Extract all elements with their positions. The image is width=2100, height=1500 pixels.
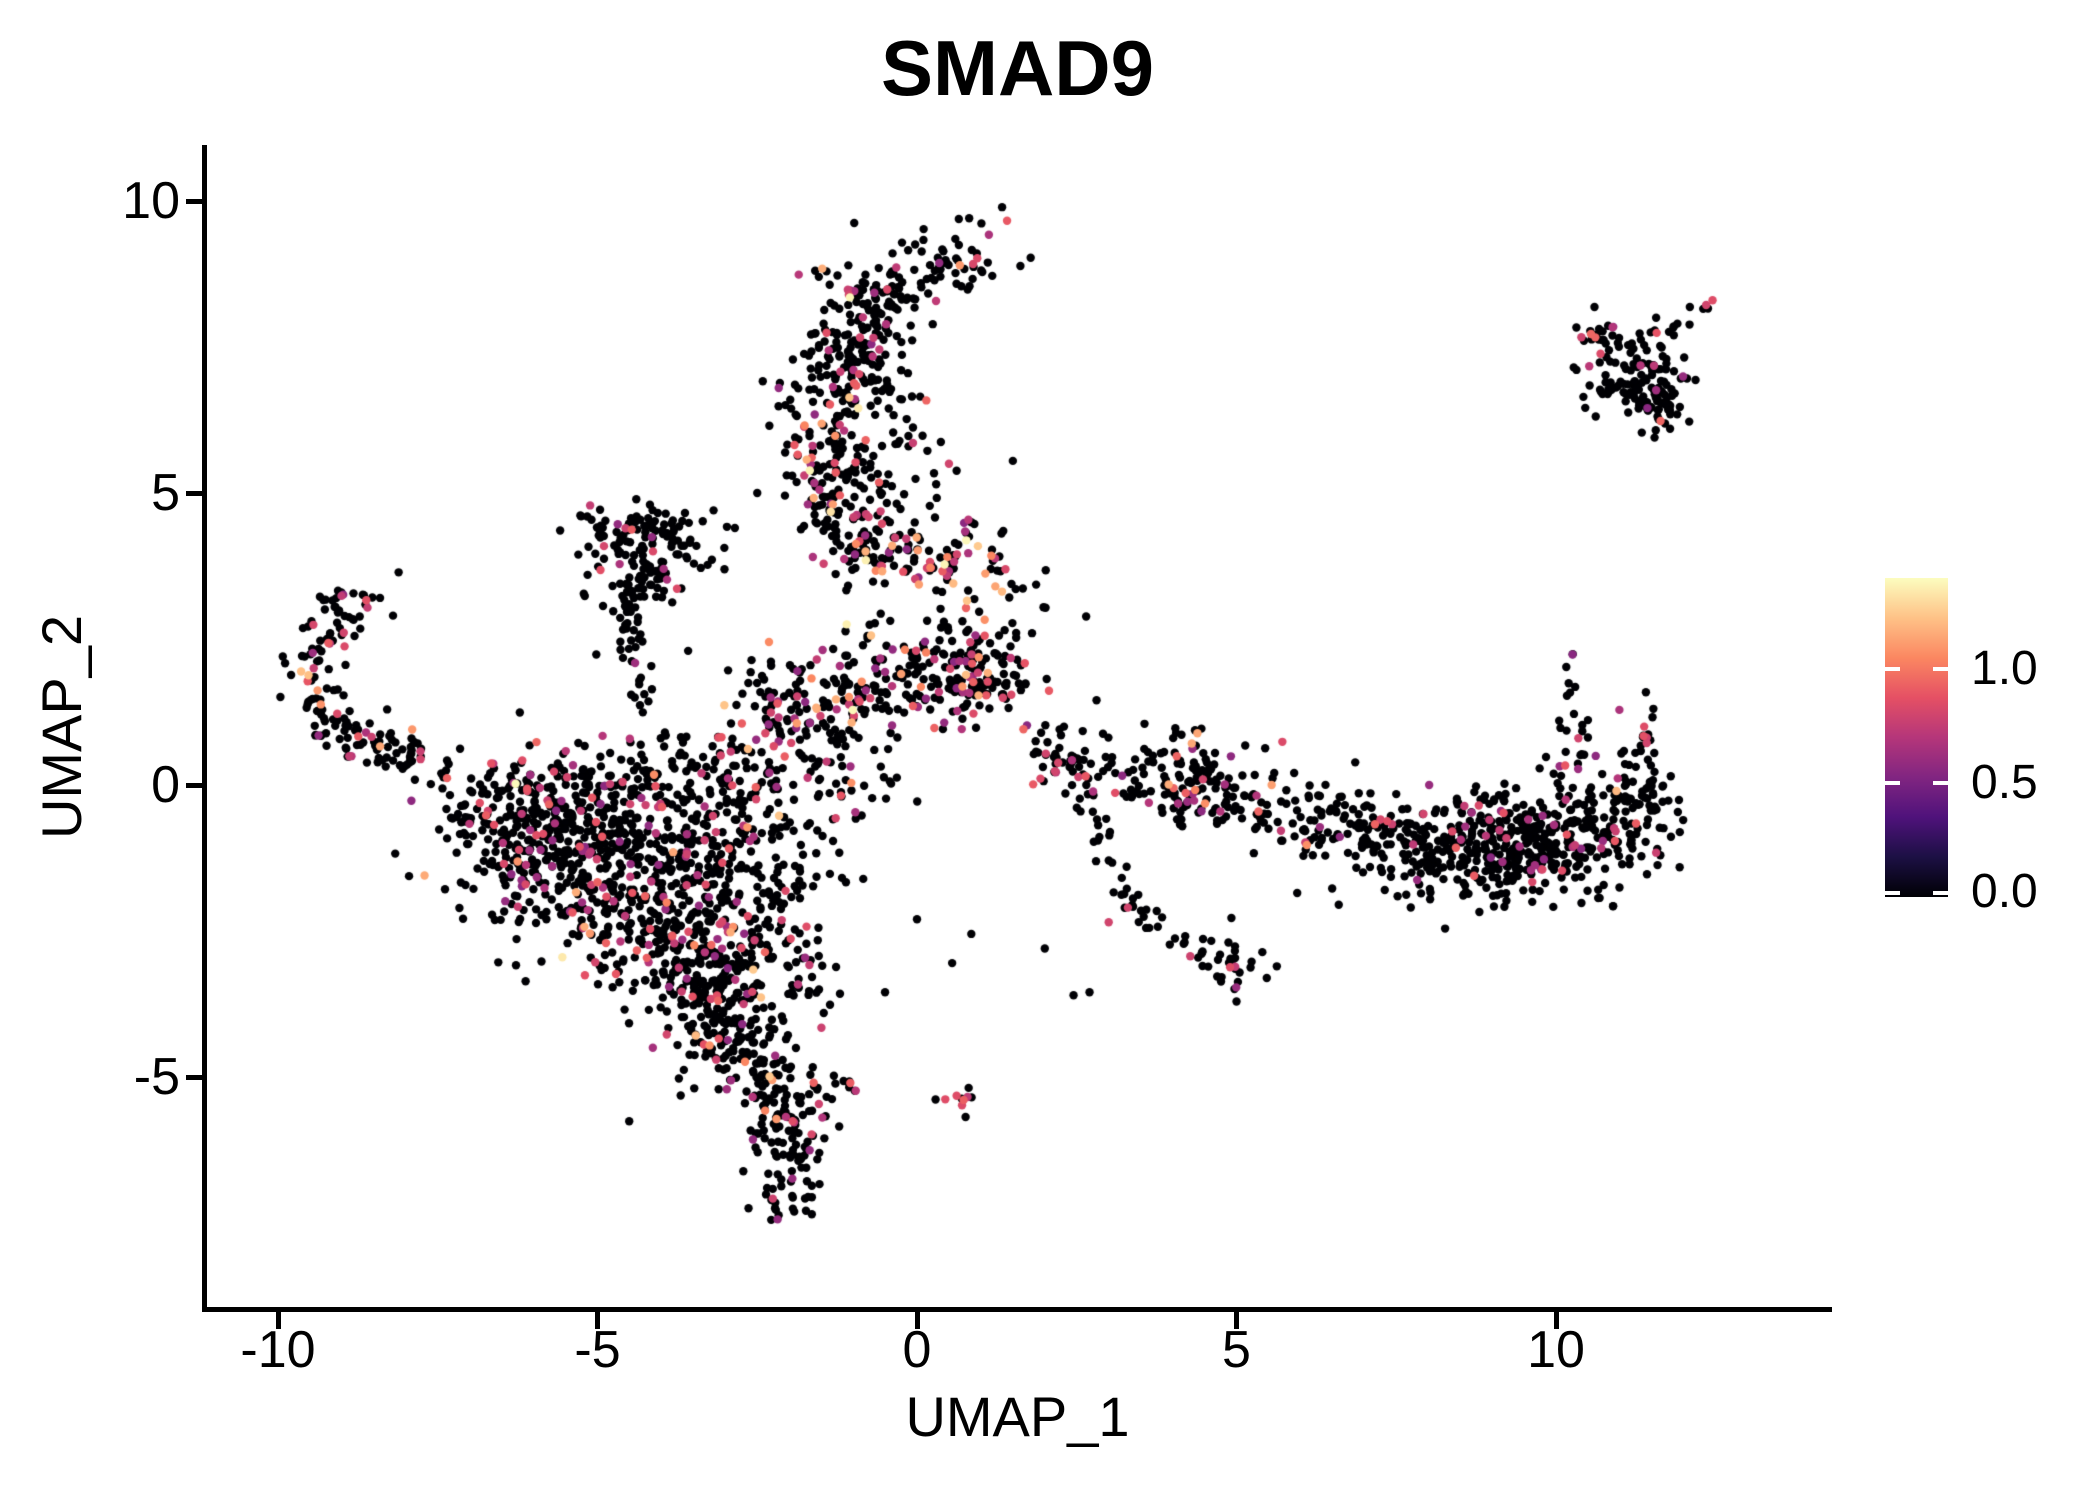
x-tick-mark	[914, 1312, 920, 1329]
y-axis-line	[202, 145, 207, 1312]
y-tick-label: 5	[151, 464, 180, 522]
x-tick-label: -10	[240, 1321, 316, 1379]
x-tick-mark	[1234, 1312, 1239, 1329]
y-tick-mark	[186, 198, 203, 204]
colorbar-legend: 1.0 0.5 0.0	[1885, 578, 2095, 918]
colorbar-tick-mark	[1933, 667, 1948, 672]
x-tick-label: -5	[574, 1321, 621, 1379]
y-tick-label: 0	[151, 756, 180, 814]
colorbar-gradient	[1885, 578, 1948, 897]
y-tick-mark	[186, 490, 203, 496]
x-tick-mark	[1553, 1312, 1559, 1329]
x-tick-label: 5	[1222, 1321, 1251, 1379]
x-axis-title: UMAP_1	[905, 1385, 1130, 1448]
x-tick-label: 0	[902, 1321, 932, 1379]
x-tick-mark	[275, 1312, 281, 1329]
y-tick-mark	[186, 1074, 203, 1080]
colorbar-tick-label: 1.0	[1971, 642, 2038, 696]
x-axis-line	[202, 1307, 1832, 1312]
y-tick-mark	[186, 782, 203, 788]
colorbar-tick-label: 0.5	[1971, 756, 2038, 810]
colorbar-tick-mark	[1933, 781, 1948, 786]
y-tick-label: -5	[133, 1048, 180, 1106]
colorbar-tick-label: 0.0	[1971, 865, 2038, 918]
colorbar-tick-mark	[1885, 667, 1900, 672]
colorbar-tick-mark	[1885, 891, 1900, 895]
colorbar-tick-mark	[1885, 781, 1900, 786]
x-tick-mark	[595, 1312, 600, 1329]
y-axis-title: UMAP_2	[30, 614, 94, 840]
plot-title: SMAD9	[880, 24, 1155, 112]
x-tick-label: 10	[1527, 1321, 1585, 1379]
y-tick-label: 10	[122, 172, 180, 230]
colorbar-tick-mark	[1933, 891, 1948, 895]
